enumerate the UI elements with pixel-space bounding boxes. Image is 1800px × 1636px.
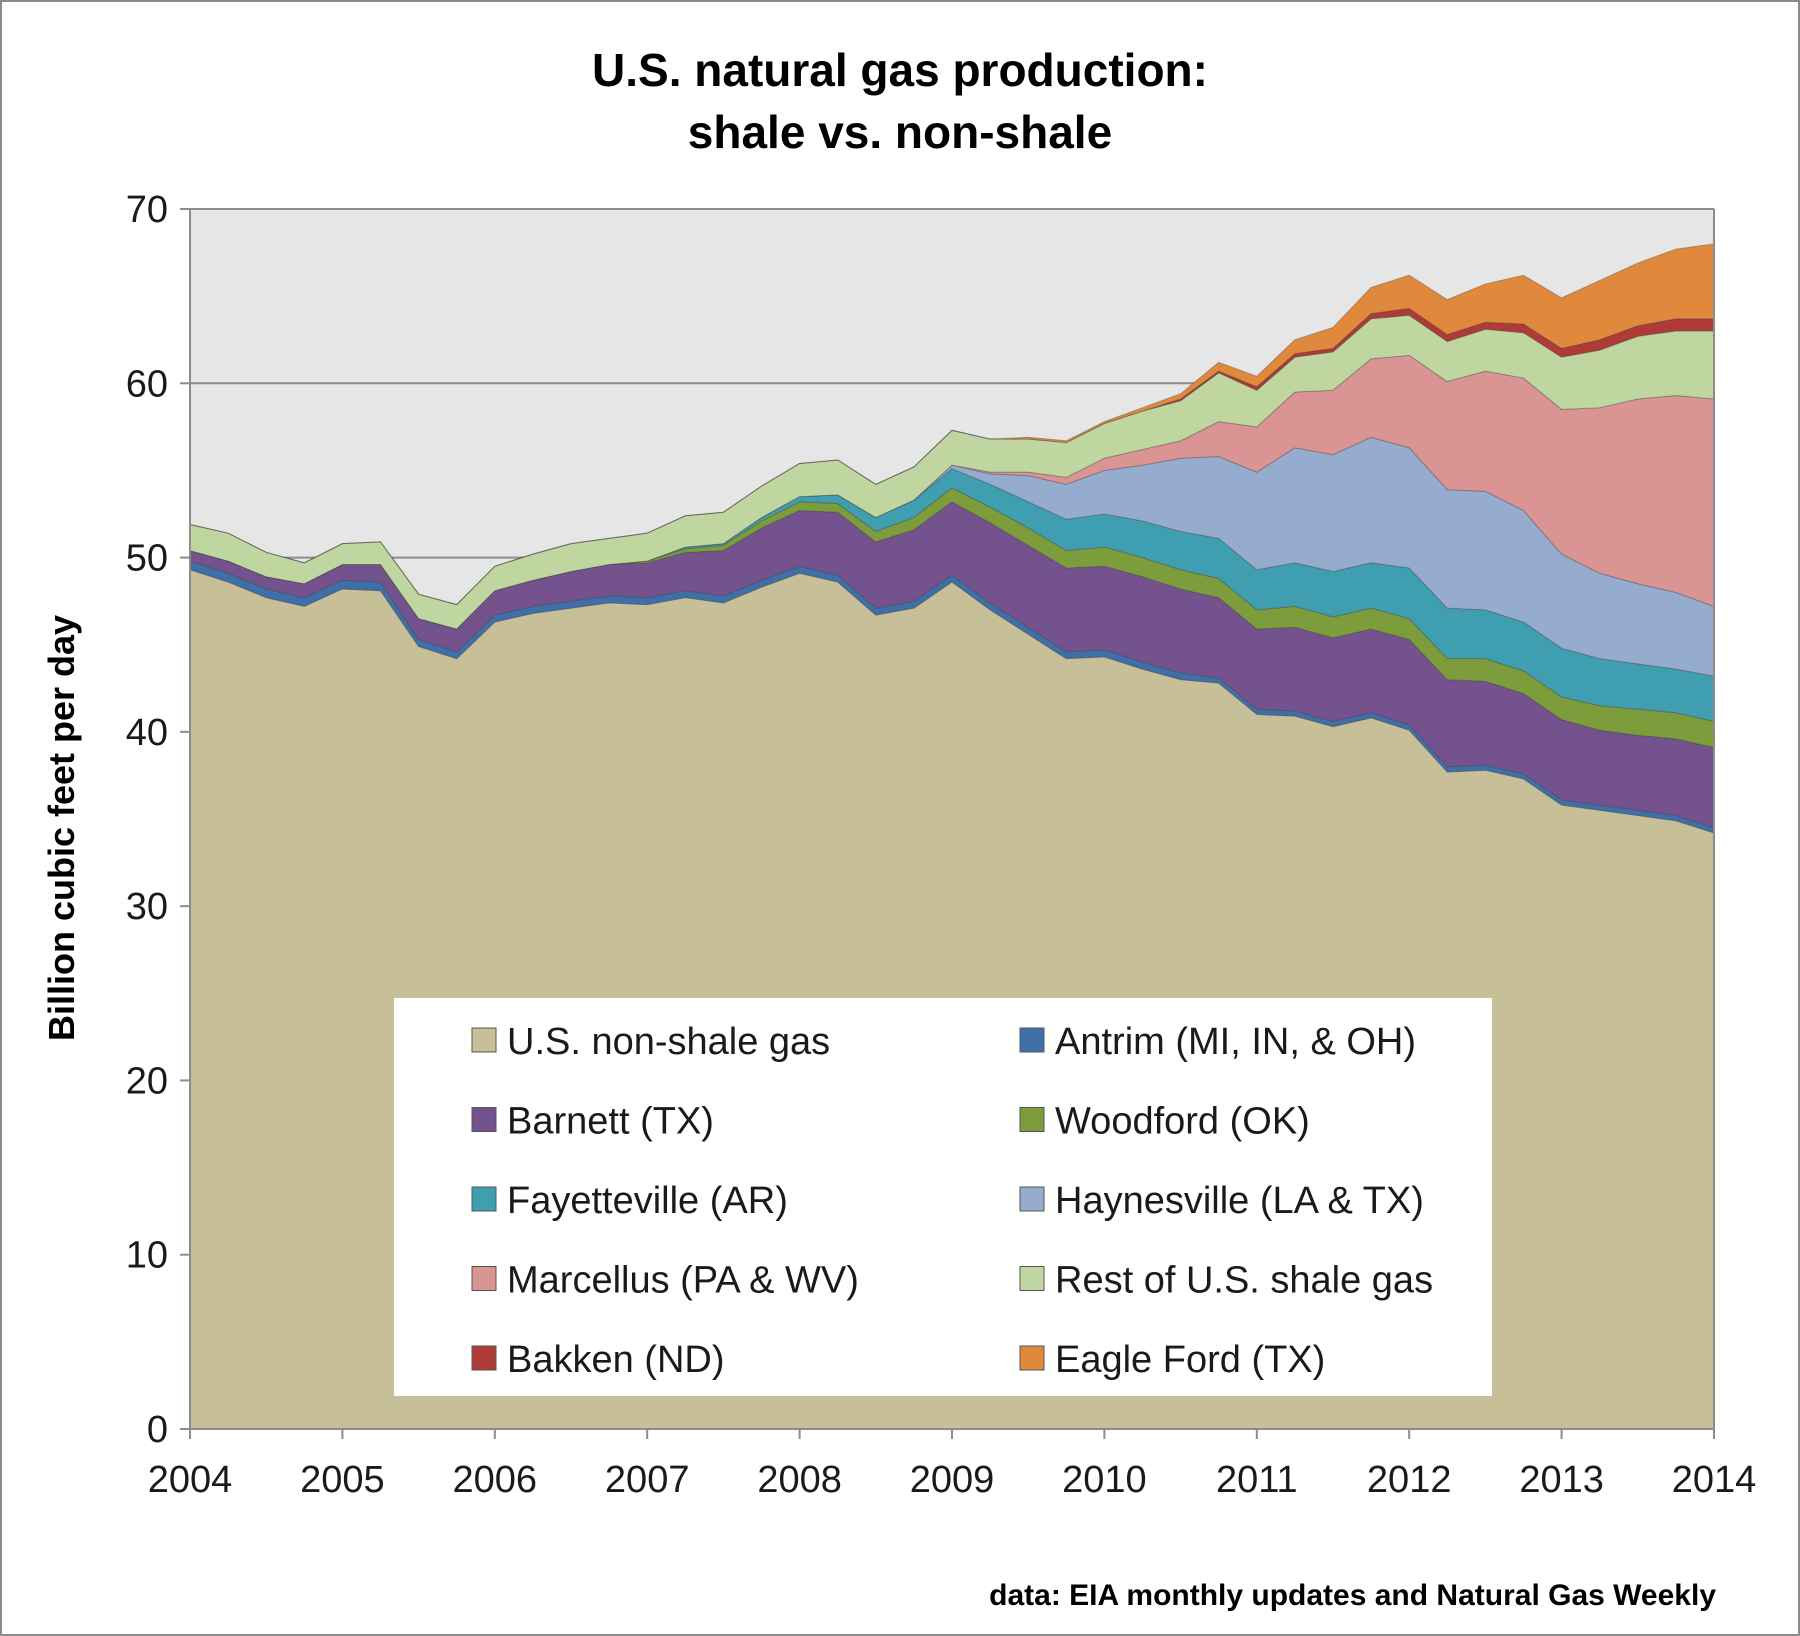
- x-tick-labels: 2004 2005 2006 2007 2008 2009 2010 2011 2012 2013…: [148, 1459, 1757, 1501]
- chart-title-line-2: shale vs. non-shale: [688, 106, 1112, 158]
- y-tick-label: 0: [147, 1409, 168, 1451]
- legend-swatch-barnett-tx: [471, 1107, 497, 1132]
- legend-swatch-fayetteville-ar: [471, 1186, 497, 1212]
- x-tick-label: 2008: [757, 1459, 842, 1501]
- legend-label-fayetteville-ar: Fayetteville (AR): [507, 1180, 788, 1222]
- y-tick-label: 70: [126, 189, 168, 231]
- legend-label-barnett-tx: Barnett (TX): [507, 1101, 714, 1143]
- y-tick-label: 10: [126, 1235, 168, 1277]
- legend-label-marcellus-pa-wv: Marcellus (PA & WV): [507, 1260, 859, 1302]
- legend-box: [394, 998, 1492, 1396]
- y-tick-label: 50: [126, 538, 168, 580]
- legend-swatch-haynesville-la-tx: [1019, 1186, 1045, 1212]
- legend-label-rest-of-u-s-shale-gas: Rest of U.S. shale gas: [1055, 1260, 1433, 1302]
- y-tick-label: 60: [126, 363, 168, 405]
- legend-swatch-bakken-nd: [471, 1345, 497, 1371]
- y-axis-title: Billion cubic feet per day: [41, 615, 82, 1041]
- x-tick-label: 2011: [1216, 1459, 1298, 1501]
- legend-label-antrim-mi-in-oh: Antrim (MI, IN, & OH): [1055, 1021, 1416, 1063]
- legend-swatch-rest-of-u-s-shale-gas: [1019, 1266, 1045, 1291]
- x-tick-label: 2010: [1062, 1459, 1147, 1501]
- x-tick-label: 2013: [1519, 1459, 1604, 1501]
- x-tick-label: 2014: [1672, 1459, 1757, 1501]
- x-tick-label: 2007: [605, 1459, 690, 1501]
- x-tick-label: 2006: [453, 1459, 538, 1501]
- y-tick-label: 20: [126, 1060, 168, 1102]
- legend-label-woodford-ok: Woodford (OK): [1055, 1101, 1310, 1143]
- legend-label-bakken-nd: Bakken (ND): [507, 1339, 725, 1381]
- legend: U.S. non-shale gas Antrim (MI, IN, & OH) B…: [394, 998, 1492, 1396]
- source-note: data: EIA monthly updates and Natural Ga…: [989, 1579, 1716, 1612]
- legend-swatch-u-s-non-shale-gas: [471, 1027, 497, 1053]
- x-tick-label: 2004: [148, 1459, 233, 1501]
- legend-label-u-s-non-shale-gas: U.S. non-shale gas: [507, 1021, 830, 1063]
- legend-label-eagle-ford-tx: Eagle Ford (TX): [1055, 1339, 1325, 1381]
- legend-swatch-woodford-ok: [1019, 1107, 1045, 1132]
- legend-swatch-marcellus-pa-wv: [471, 1266, 497, 1291]
- y-tick-label: 40: [126, 712, 168, 754]
- x-tick-label: 2012: [1367, 1459, 1452, 1501]
- legend-swatch-antrim-mi-in-oh: [1019, 1027, 1045, 1053]
- x-tick-label: 2009: [910, 1459, 995, 1501]
- legend-swatch-eagle-ford-tx: [1019, 1345, 1045, 1371]
- chart-title-line-1: U.S. natural gas production:: [592, 44, 1208, 96]
- y-tick-label: 30: [126, 886, 168, 928]
- axes: [180, 208, 1715, 1439]
- x-tick-label: 2005: [300, 1459, 385, 1501]
- legend-label-haynesville-la-tx: Haynesville (LA & TX): [1055, 1180, 1424, 1222]
- y-tick-labels: 0 10 20 30 40 50 60 70: [126, 189, 168, 1451]
